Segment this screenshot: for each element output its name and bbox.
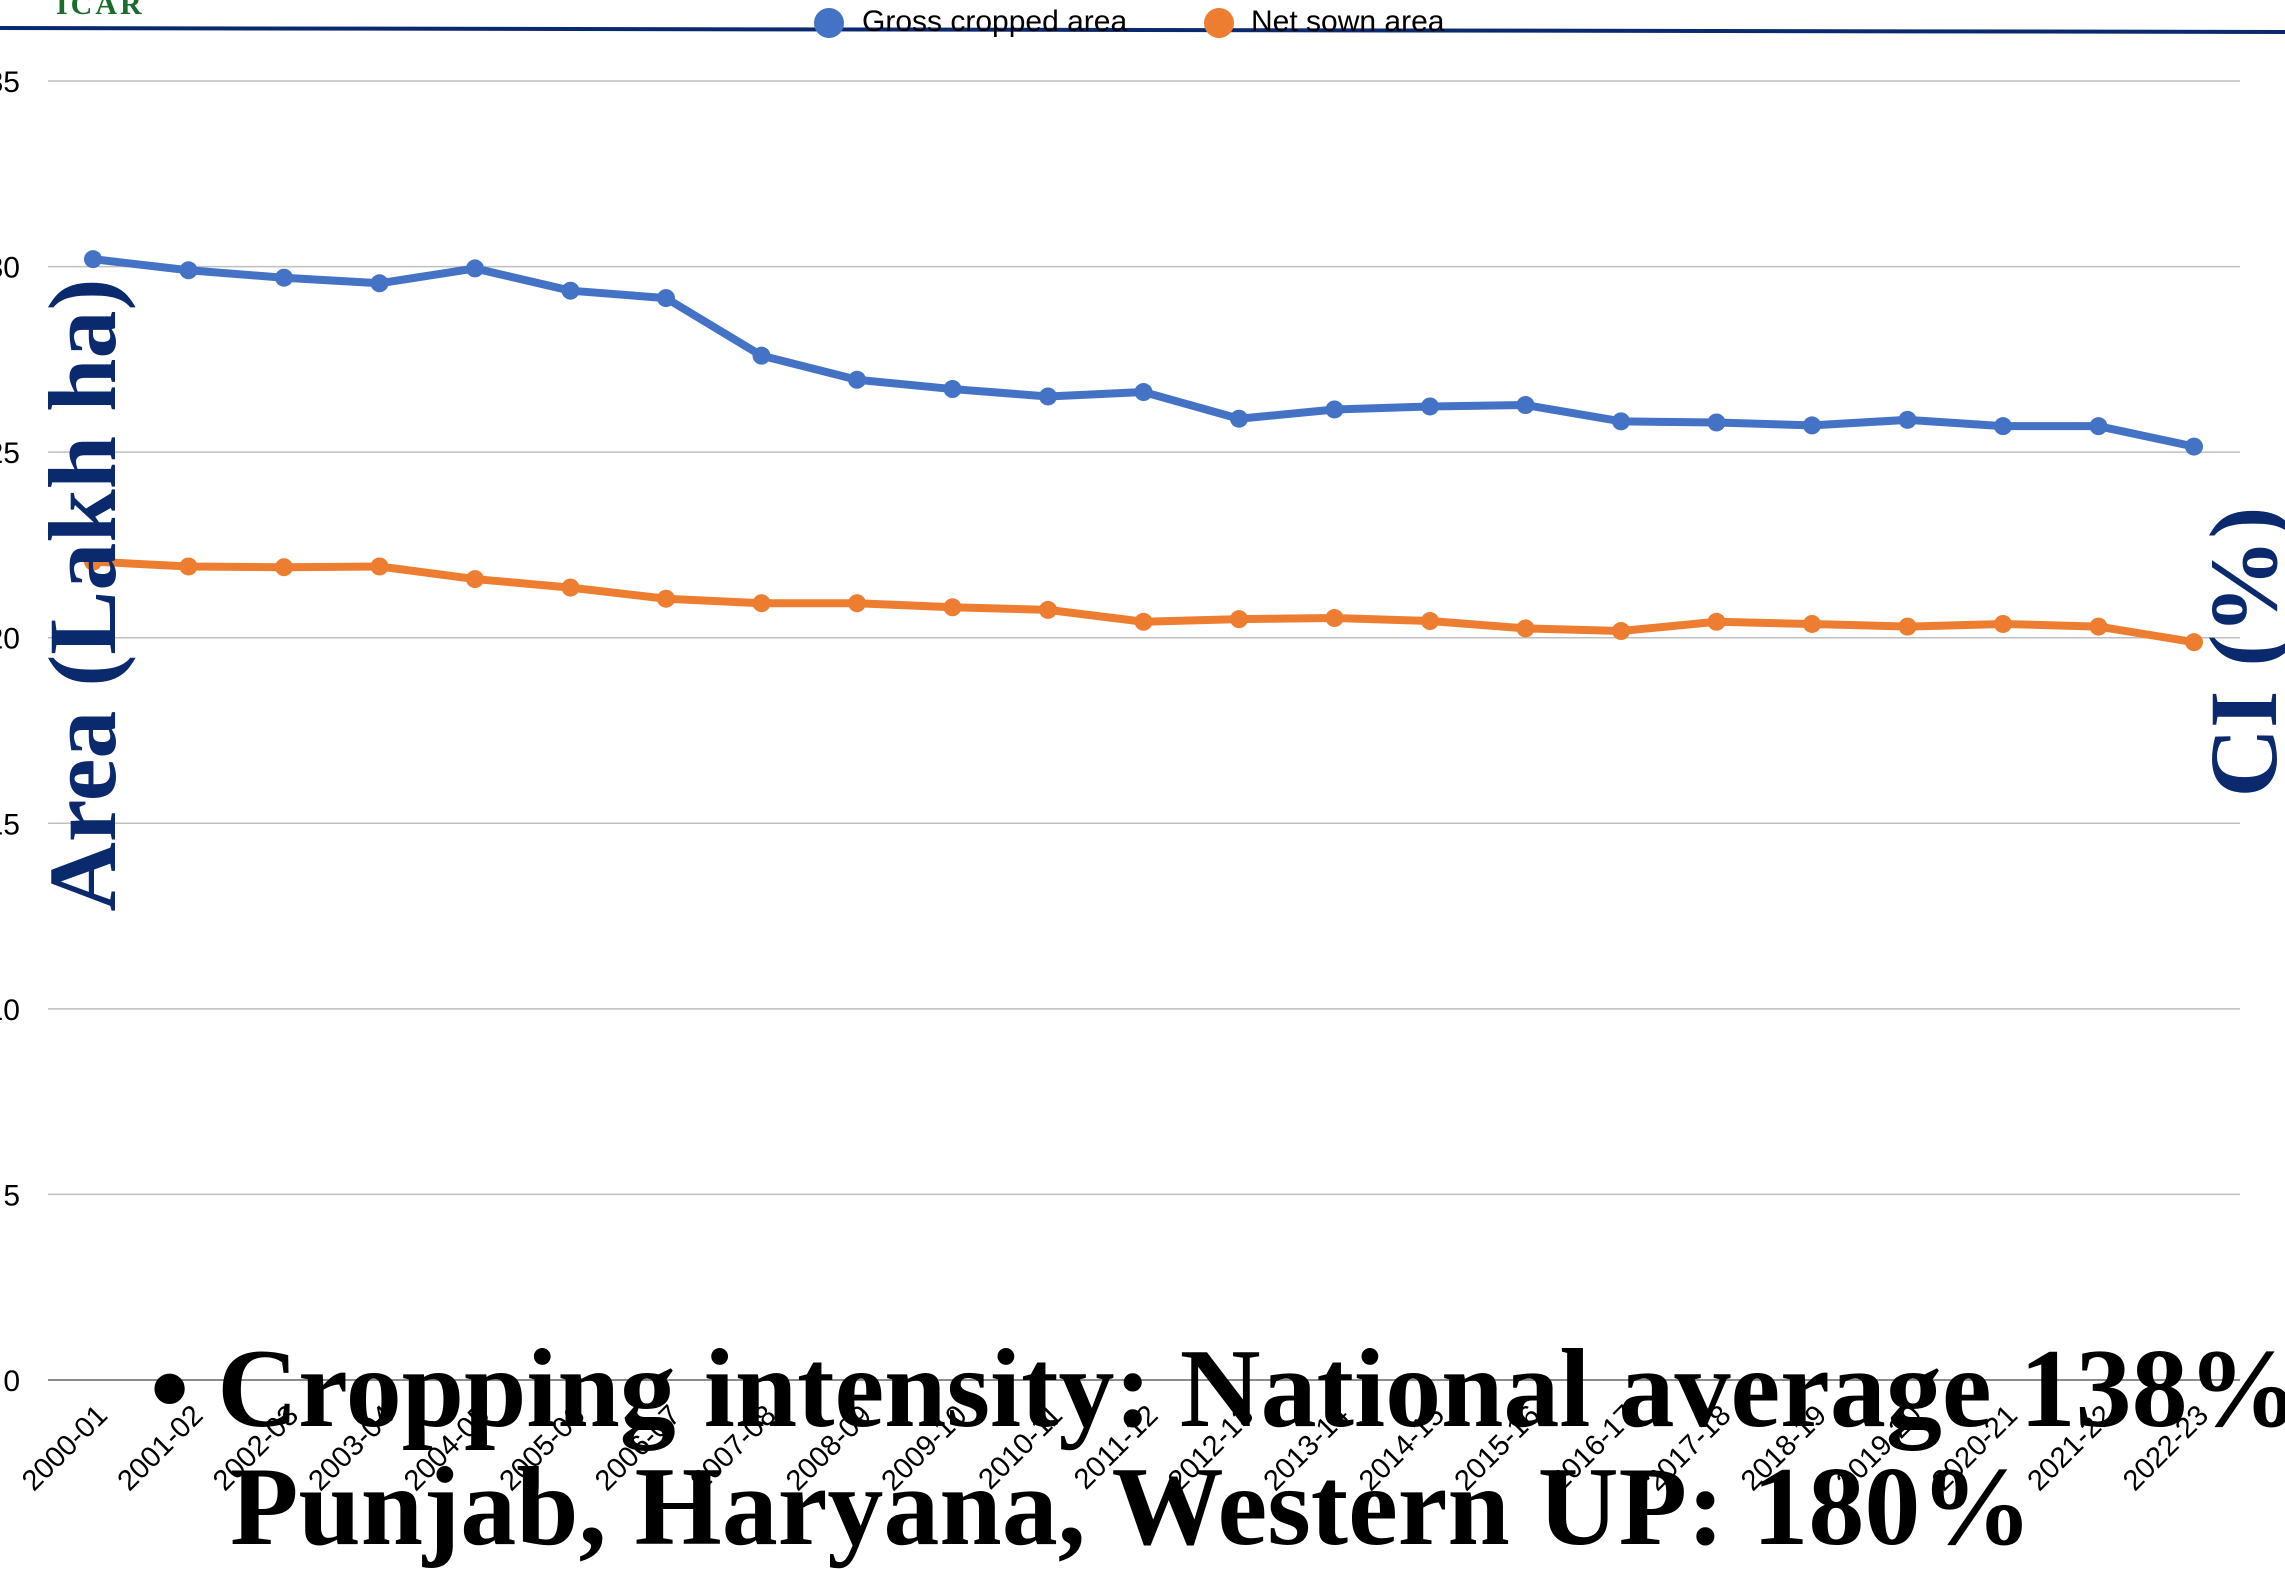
data-point (275, 558, 293, 577)
series-gross-cropped-area (84, 250, 2203, 456)
data-point (2185, 437, 2203, 456)
series-line (89, 255, 2198, 451)
series-net-sown-area (84, 552, 2203, 652)
slide-canvas: ICAR Gross cropped area Net sown area 0 5… (0, 0, 2285, 1497)
legend-label-gross: Gross cropped area (862, 5, 1127, 38)
header-divider (0, 26, 2285, 34)
chart-legend: Gross cropped area Net sown area (814, 5, 1445, 38)
legend-marker-net (1204, 8, 1234, 38)
data-point (943, 598, 962, 617)
data-point (179, 557, 198, 576)
y-tick-label: 0 (3, 1365, 20, 1398)
data-point (1994, 614, 2012, 633)
x-tick-label: 2013-14 (1258, 1399, 1356, 1497)
x-tick-label: 2004-05 (398, 1399, 496, 1497)
data-point (752, 594, 771, 613)
data-point (1612, 622, 1630, 641)
x-tick-label: 2002-03 (207, 1399, 305, 1497)
data-point (943, 380, 962, 399)
x-tick-label: 2012-13 (1162, 1399, 1260, 1497)
y-tick-label: 25 (0, 437, 20, 470)
x-tick-label: 2007-08 (685, 1399, 783, 1497)
y-tick-label: 30 (0, 252, 20, 285)
y-axis-title: Area (Lakh ha) (29, 279, 136, 912)
data-point (2185, 633, 2203, 652)
chart-gridlines (48, 80, 2240, 1381)
x-tick-label: 2003-04 (303, 1399, 401, 1497)
x-tick-label: 2006-07 (589, 1399, 687, 1497)
data-point (1516, 396, 1535, 415)
x-tick-label: 2020-21 (1926, 1399, 2024, 1497)
x-tick-label: 2000-01 (16, 1399, 114, 1497)
data-point (1421, 397, 1439, 416)
data-point (84, 552, 102, 571)
icar-logo-text: ICAR (56, 0, 145, 21)
data-point (1707, 612, 1726, 631)
data-point (275, 268, 293, 287)
data-point (1325, 400, 1344, 419)
data-point (1612, 412, 1630, 431)
data-point (1898, 410, 1917, 429)
data-point (848, 594, 866, 613)
data-point (561, 281, 580, 300)
x-tick-label: 2015-16 (1449, 1399, 1547, 1497)
data-point (1134, 612, 1153, 631)
x-tick-label: 2017-18 (1640, 1399, 1738, 1497)
data-point (1421, 612, 1439, 631)
legend-label-net: Net sown area (1251, 5, 1445, 38)
data-point (1134, 383, 1153, 402)
data-point (2089, 617, 2108, 636)
y-tick-label: 15 (0, 808, 20, 841)
x-tick-label: 2001-02 (112, 1399, 210, 1497)
data-point (561, 578, 580, 597)
data-point (657, 589, 675, 608)
x-tick-label: 2021-22 (2022, 1399, 2120, 1497)
data-point (370, 274, 389, 293)
x-axis-tick-labels: 2000-012001-022002-032003-042004-052005-… (16, 1399, 2215, 1497)
data-point (179, 261, 198, 280)
data-point (1516, 619, 1535, 638)
x-tick-label: 2016-17 (1544, 1399, 1642, 1497)
data-point (1707, 413, 1726, 432)
secondary-y-axis-title: CI (%) (2190, 507, 2285, 798)
data-point (1994, 417, 2012, 436)
data-point (370, 557, 389, 576)
data-point (752, 346, 771, 365)
x-tick-label: 2011-12 (1068, 1399, 1164, 1495)
y-axis-tick-labels: 0 5 10 15 20 25 30 35 (0, 66, 20, 1398)
data-point (1898, 617, 1917, 636)
data-point (1325, 609, 1344, 628)
x-tick-label: 2010-11 (973, 1399, 1069, 1495)
y-tick-label: 10 (0, 994, 20, 1027)
x-tick-label: 2019-20 (1831, 1399, 1929, 1497)
x-tick-label: 2022-23 (2117, 1399, 2215, 1497)
legend-marker-gross (814, 8, 844, 38)
x-tick-label: 2005-06 (494, 1399, 592, 1497)
y-tick-label: 35 (0, 66, 20, 99)
data-point (1230, 610, 1248, 629)
data-point (1803, 416, 1821, 435)
data-point (2089, 417, 2108, 436)
data-point (1230, 409, 1248, 428)
x-tick-label: 2018-19 (1735, 1399, 1833, 1497)
data-point (466, 259, 484, 278)
x-tick-label: 2008-09 (780, 1399, 878, 1497)
chart-plot-area (84, 250, 2203, 652)
data-point (1803, 614, 1821, 633)
y-tick-label: 20 (0, 623, 20, 656)
data-point (848, 370, 866, 389)
x-tick-label: 2014-15 (1353, 1399, 1451, 1497)
x-tick-label: 2009-10 (876, 1399, 974, 1497)
data-point (1039, 387, 1057, 406)
data-point (84, 250, 102, 269)
data-point (1039, 600, 1057, 619)
data-point (657, 289, 675, 308)
y-tick-label: 5 (3, 1179, 20, 1212)
data-point (466, 570, 484, 589)
